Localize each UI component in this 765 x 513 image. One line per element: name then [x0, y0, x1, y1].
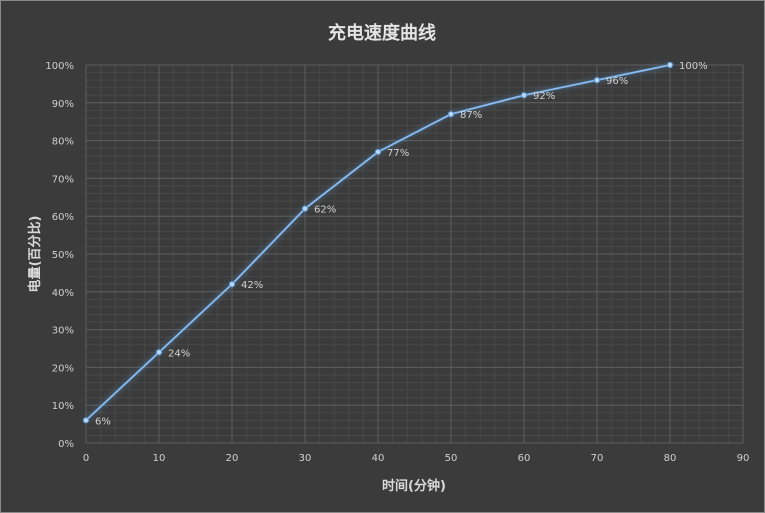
data-point — [666, 61, 674, 69]
series: 6% 24% 42% 62% 77% 87% 92% 96% 100% — [82, 61, 708, 427]
y-axis-title: 电量(百分比) — [27, 216, 43, 293]
data-point — [520, 92, 528, 99]
y-tick-label: 40% — [52, 288, 74, 299]
data-label: 92% — [533, 91, 555, 102]
x-tick-label: 70 — [591, 453, 604, 464]
data-label: 87% — [460, 110, 482, 121]
y-tick-label: 50% — [52, 250, 74, 261]
y-tick-label: 30% — [52, 326, 74, 337]
y-tick-label: 70% — [52, 174, 74, 185]
y-tick-label: 10% — [52, 401, 74, 412]
data-point — [447, 111, 455, 118]
y-tick-label: 80% — [52, 137, 74, 148]
x-tick-label: 60 — [518, 453, 531, 464]
data-point — [155, 349, 163, 356]
data-label: 100% — [679, 61, 708, 72]
y-tick-label: 60% — [52, 212, 74, 223]
data-label: 42% — [241, 280, 263, 291]
x-tick-label: 90 — [737, 453, 750, 464]
data-point — [374, 148, 382, 156]
chart-title: 充电速度曲线 — [328, 22, 436, 44]
data-point — [301, 205, 309, 212]
tick-labels: 0 10 20 30 40 50 60 70 80 90 0% 10% 20% 30% 40% 50% 60% 7… — [45, 61, 749, 464]
data-label: 62% — [314, 205, 336, 216]
data-point — [593, 77, 601, 84]
y-tick-label: 100% — [45, 61, 74, 72]
data-point — [228, 281, 236, 288]
x-tick-label: 80 — [664, 453, 677, 464]
y-tick-label: 20% — [52, 363, 74, 374]
x-axis-title: 时间(分钟) — [382, 478, 446, 494]
x-tick-label: 10 — [153, 453, 166, 464]
grid — [85, 64, 744, 444]
data-label: 6% — [95, 416, 111, 427]
y-tick-label: 0% — [58, 439, 74, 450]
data-point — [82, 417, 90, 424]
x-tick-label: 50 — [445, 453, 458, 464]
data-label: 96% — [606, 76, 628, 87]
x-tick-label: 40 — [372, 453, 385, 464]
x-tick-label: 20 — [226, 453, 239, 464]
y-tick-label: 90% — [52, 99, 74, 110]
data-label: 24% — [168, 348, 190, 359]
data-label: 77% — [387, 148, 409, 159]
x-tick-label: 0 — [83, 453, 89, 464]
x-tick-label: 30 — [299, 453, 312, 464]
